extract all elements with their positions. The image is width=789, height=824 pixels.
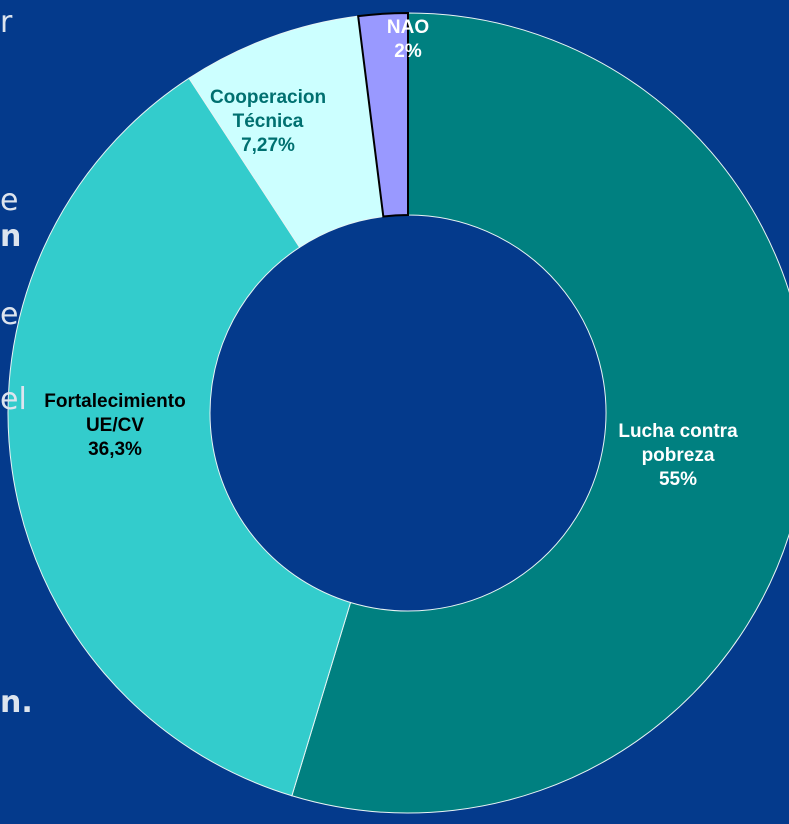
value-label: 36,3% — [88, 438, 142, 460]
background-text: n. — [0, 685, 33, 720]
data-label: Cooperacion Técnica 7,27% — [193, 86, 343, 157]
donut-slice — [357, 11, 409, 218]
data-label: Lucha contra pobreza 55% — [603, 420, 753, 491]
value-label: 2% — [394, 40, 422, 62]
value-label: 55% — [658, 468, 698, 490]
donut-slice — [291, 12, 789, 814]
value-label: 7,27% — [241, 134, 295, 156]
background-text: e — [0, 183, 19, 218]
category-label: Cooperacion Técnica — [209, 87, 327, 132]
category-label: Lucha contra pobreza — [618, 421, 738, 466]
background-text: el — [0, 382, 27, 417]
data-label: Fortalecimiento UE/CV 36,3% — [25, 390, 205, 461]
data-label: NAO 2% — [378, 16, 438, 64]
background-text: e — [0, 297, 19, 332]
donut-slice — [7, 77, 352, 797]
background-text: r — [0, 5, 13, 40]
category-label: NAO — [386, 17, 430, 38]
background-text: n — [0, 219, 22, 254]
category-label: Fortalecimiento UE/CV — [44, 391, 186, 436]
